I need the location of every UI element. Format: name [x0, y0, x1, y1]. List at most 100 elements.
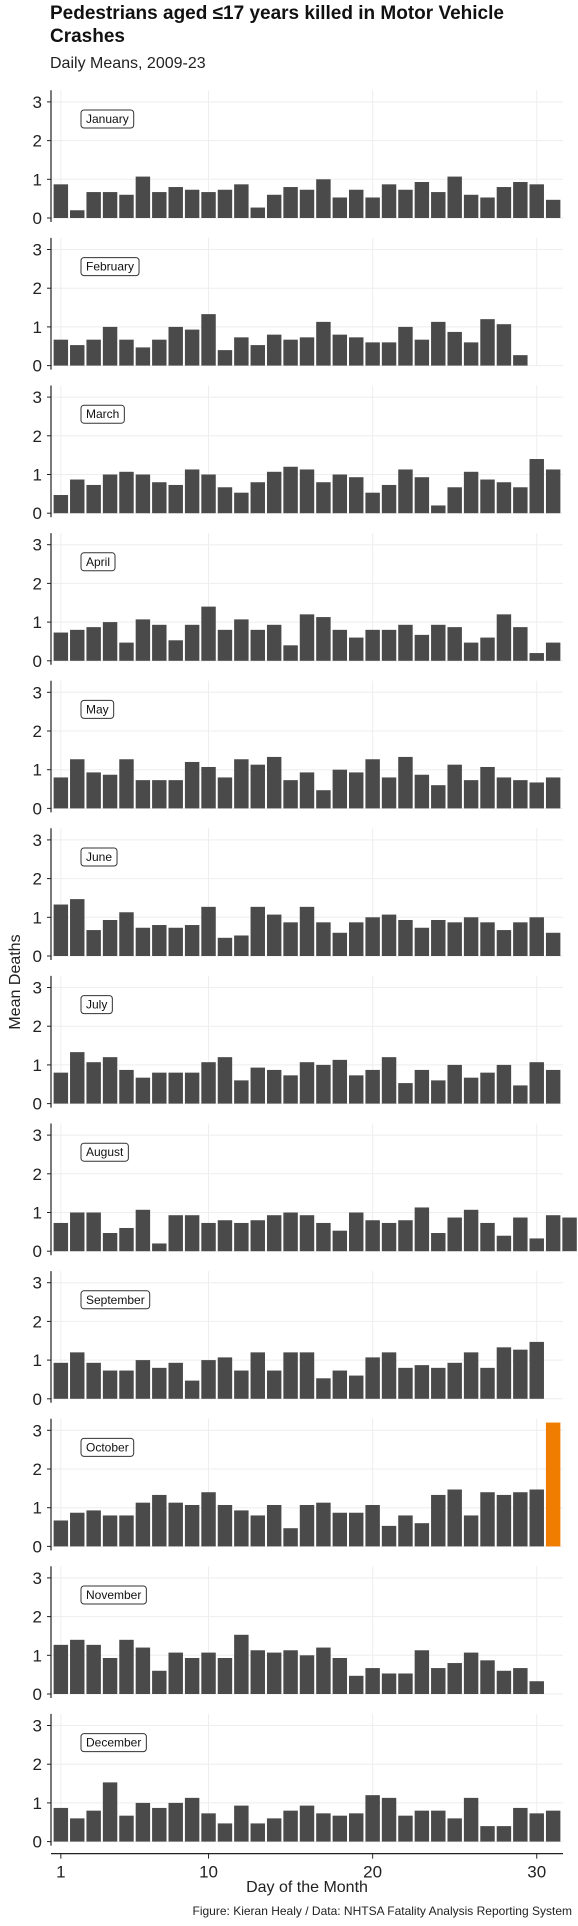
- bar: [168, 326, 183, 366]
- bar: [283, 922, 298, 956]
- y-tick-label: 3: [33, 1569, 42, 1588]
- bar: [53, 904, 69, 956]
- bar: [332, 1059, 348, 1104]
- bar: [70, 899, 85, 956]
- bar: [201, 192, 216, 218]
- bar: [234, 1634, 249, 1694]
- bar: [365, 759, 380, 809]
- panel-november: 0 1 2 3 November: [33, 1566, 563, 1704]
- bar: [316, 922, 331, 956]
- bar: [70, 1639, 85, 1694]
- bar: [447, 487, 462, 514]
- bar: [86, 930, 101, 956]
- bar: [217, 1220, 233, 1252]
- facet-label-box: [80, 847, 118, 867]
- bar: [365, 917, 380, 956]
- facet-label-box: [80, 1585, 147, 1605]
- bar: [381, 914, 397, 956]
- y-tick-label: 1: [33, 1204, 42, 1223]
- y-tick-label: 1: [33, 761, 42, 780]
- bar: [496, 482, 512, 514]
- y-tick-label: 0: [33, 1537, 42, 1556]
- panel-february: 0 1 2 3 February: [33, 237, 563, 376]
- bar: [381, 184, 397, 218]
- bar: [496, 324, 512, 366]
- bar: [349, 1075, 364, 1104]
- bar: [480, 1660, 495, 1694]
- bar: [463, 1797, 479, 1842]
- y-tick-label: 3: [33, 388, 42, 407]
- bar: [299, 1062, 315, 1104]
- bar: [70, 1352, 85, 1399]
- bar: [480, 479, 495, 514]
- bar: [316, 790, 331, 809]
- bar: [119, 1069, 134, 1104]
- bar: [119, 642, 134, 661]
- bar: [480, 1492, 495, 1547]
- panel-june: 0 1 2 3 June: [33, 828, 563, 966]
- y-tick-label: 1: [33, 1794, 42, 1813]
- bar: [266, 194, 282, 218]
- bar: [168, 1502, 183, 1547]
- bar: [496, 1670, 512, 1694]
- panel-july: 0 1 2 3 July: [33, 975, 563, 1114]
- bar: [414, 927, 430, 956]
- bar: [414, 339, 430, 366]
- bar: [266, 471, 282, 514]
- bar: [496, 1494, 512, 1547]
- bar: [316, 1064, 331, 1104]
- bar: [152, 1670, 167, 1694]
- bar: [250, 482, 265, 514]
- bar: [496, 930, 512, 956]
- bar: [266, 1504, 282, 1547]
- bar: [332, 769, 348, 809]
- y-tick-label: 0: [33, 209, 42, 228]
- facet-label-text: February: [86, 260, 134, 274]
- bar: [480, 319, 495, 366]
- y-axis-title: Mean Deaths: [7, 934, 24, 1029]
- facet-label: July: [80, 995, 113, 1015]
- bar: [201, 1222, 216, 1252]
- bar: [201, 1813, 216, 1842]
- bar: [250, 1067, 265, 1104]
- bar: [234, 1370, 249, 1399]
- bar: [283, 1528, 298, 1547]
- bar: [431, 192, 446, 218]
- bar: [119, 1515, 134, 1547]
- y-tick-label: 0: [33, 1833, 42, 1852]
- bar: [529, 1489, 544, 1547]
- bar: [152, 482, 167, 514]
- bar: [545, 1069, 561, 1104]
- bar: [283, 1650, 298, 1694]
- x-axis-title: Day of the Month: [246, 1879, 368, 1896]
- y-tick-label: 1: [33, 613, 42, 632]
- bar: [496, 1826, 512, 1842]
- facet-label: November: [80, 1585, 147, 1605]
- bar: [184, 761, 200, 809]
- bar: [152, 624, 167, 661]
- bar: [152, 1494, 167, 1547]
- y-tick-label: 0: [33, 1242, 42, 1261]
- bar: [398, 1083, 413, 1104]
- bar: [70, 629, 85, 661]
- bar: [562, 1217, 577, 1252]
- bar: [184, 1504, 200, 1547]
- bar: [381, 629, 397, 661]
- bar: [250, 345, 265, 366]
- panel-september: 0 1 2 3 September: [33, 1271, 563, 1409]
- bar: [299, 772, 315, 809]
- y-tick-label: 0: [33, 947, 42, 966]
- x-tick-label: 30: [527, 1863, 546, 1882]
- bar: [463, 194, 479, 218]
- bar: [250, 1220, 265, 1252]
- x-tick-label: 20: [363, 1863, 382, 1882]
- bar: [365, 1504, 380, 1547]
- panel-december: 0 1 2 3 December: [33, 1713, 563, 1852]
- bar: [184, 925, 200, 956]
- bar: [250, 906, 265, 956]
- facet-label: December: [80, 1733, 147, 1753]
- bar: [431, 1080, 446, 1104]
- bar: [86, 1810, 101, 1842]
- bar: [332, 1370, 348, 1399]
- facet-label-box: [80, 404, 125, 424]
